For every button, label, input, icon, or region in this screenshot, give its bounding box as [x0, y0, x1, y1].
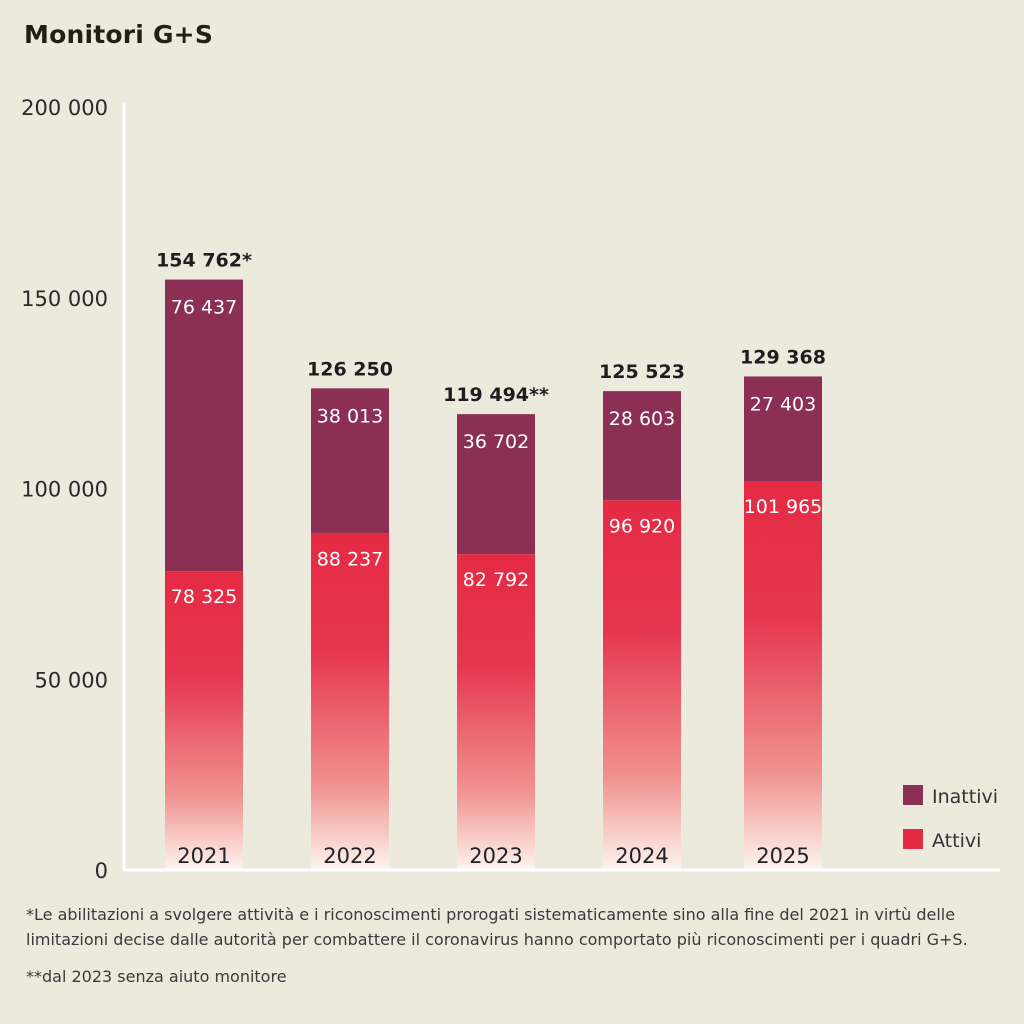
bar-inattivi-2022 [311, 388, 389, 534]
y-tick-label: 150 000 [21, 287, 108, 311]
label-total-2023: 119 494** [443, 384, 549, 406]
label-total-2024: 125 523 [599, 361, 685, 383]
label-inattivi-2024: 28 603 [609, 408, 675, 430]
label-total-2022: 126 250 [307, 358, 393, 380]
bar-attivi-2022 [311, 533, 389, 870]
x-axis: 2021 2022 2023 2024 2025 [124, 844, 1000, 872]
label-inattivi-2022: 38 013 [317, 405, 383, 427]
label-attivi-2024: 96 920 [609, 515, 675, 537]
bars: 76 437 78 325 154 762* 38 013 88 237 126 250 3… [156, 250, 826, 870]
y-axis: 0 50 000 100 000 150 000 200 000 [21, 96, 126, 883]
chart-title: Monitori G+S [24, 20, 214, 49]
label-total-2021: 154 762* [156, 250, 252, 272]
bar-attivi-2021 [165, 571, 243, 870]
footnote-1: *Le abilitazioni a svolgere attività e i… [26, 905, 968, 949]
legend-swatch-inattivi [903, 785, 923, 805]
stacked-bar-chart: 0 50 000 100 000 150 000 200 000 76 437 78 32… [21, 96, 1000, 883]
legend-label-attivi: Attivi [932, 830, 981, 852]
legend-label-inattivi: Inattivi [932, 786, 998, 808]
x-tick-label: 2025 [756, 844, 809, 868]
x-tick-label: 2024 [615, 844, 668, 868]
bar-attivi-2025 [744, 481, 822, 870]
footnotes: *Le abilitazioni a svolgere attività e i… [26, 902, 1006, 989]
bar-attivi-2023 [457, 554, 535, 870]
bar-inattivi-2025 [744, 376, 822, 482]
bar-inattivi-2021 [165, 279, 243, 572]
bar-inattivi-2024 [603, 391, 681, 501]
x-tick-label: 2023 [469, 844, 522, 868]
y-tick-label: 0 [95, 859, 108, 883]
label-attivi-2025: 101 965 [744, 496, 823, 518]
y-tick-label: 50 000 [35, 668, 108, 692]
y-tick-label: 200 000 [21, 96, 108, 120]
bar-attivi-2024 [603, 500, 681, 870]
bar-inattivi-2023 [457, 414, 535, 555]
x-tick-label: 2022 [323, 844, 376, 868]
label-total-2025: 129 368 [740, 346, 826, 368]
legend: Inattivi Attivi [903, 785, 998, 852]
label-inattivi-2023: 36 702 [463, 431, 529, 453]
x-tick-label: 2021 [177, 844, 230, 868]
label-attivi-2023: 82 792 [463, 569, 529, 591]
label-inattivi-2021: 76 437 [171, 297, 237, 319]
label-inattivi-2025: 27 403 [750, 393, 816, 415]
y-tick-label: 100 000 [21, 478, 108, 502]
label-attivi-2022: 88 237 [317, 548, 383, 570]
label-attivi-2021: 78 325 [171, 586, 237, 608]
footnote-2: **dal 2023 senza aiuto monitore [26, 967, 287, 986]
legend-swatch-attivi [903, 829, 923, 849]
